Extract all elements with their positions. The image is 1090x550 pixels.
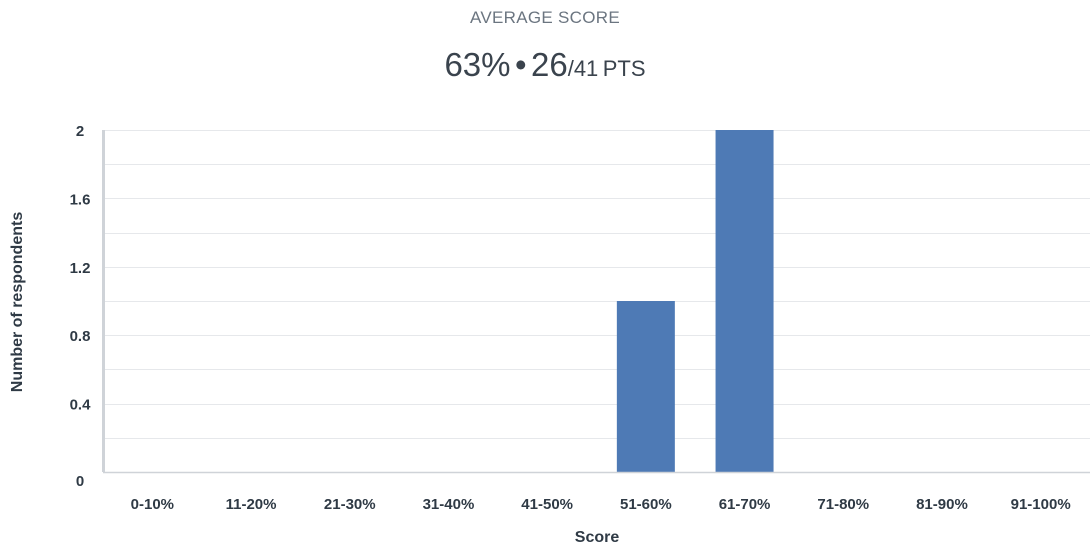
x-tick-label: 51-60% (620, 496, 672, 513)
x-tick-label: 61-70% (719, 496, 771, 513)
x-tick-label: 71-80% (817, 496, 869, 513)
bar-51-60% (616, 301, 675, 472)
score-total: /41 (567, 56, 599, 81)
x-tick-label: 91-100% (1011, 496, 1071, 513)
x-tick-label: 31-40% (423, 496, 475, 513)
x-tick-label: 81-90% (916, 496, 968, 513)
y-tick-label: 1.6 (70, 191, 91, 208)
y-tick-label: 2 (76, 123, 84, 140)
bars (616, 130, 774, 472)
score-percent: 63% (444, 46, 511, 83)
score-unit: PTS (602, 56, 646, 81)
score-separator: • (514, 46, 527, 83)
x-tick-label: 21-30% (324, 496, 376, 513)
x-tick-labels: 0-10% 11-20% 21-30% 31-40% 41-50% 51-60% 61-70… (131, 496, 1071, 513)
y-tick-label: 1.2 (70, 260, 91, 277)
score-points: 26 (530, 46, 568, 83)
y-tick-label: 0.4 (70, 397, 92, 414)
x-tick-label: 0-10% (131, 496, 174, 513)
axes (102, 130, 1090, 474)
y-tick-label: 0 (76, 473, 84, 490)
bar-61-70% (715, 130, 774, 472)
average-score-value: 63% • 26/41 PTS (0, 46, 1090, 84)
y-tick-label: 0.8 (70, 328, 91, 345)
y-tick-labels: 0 0.4 0.8 1.2 1.6 2 (70, 123, 92, 490)
average-score-caption: AVERAGE SCORE (469, 8, 620, 27)
x-tick-label: 41-50% (521, 496, 573, 513)
y-axis-label: Number of respondents (9, 212, 26, 393)
x-tick-label: 11-20% (226, 496, 277, 513)
x-axis-label: Score (575, 529, 620, 546)
grid-lines (103, 130, 1090, 439)
